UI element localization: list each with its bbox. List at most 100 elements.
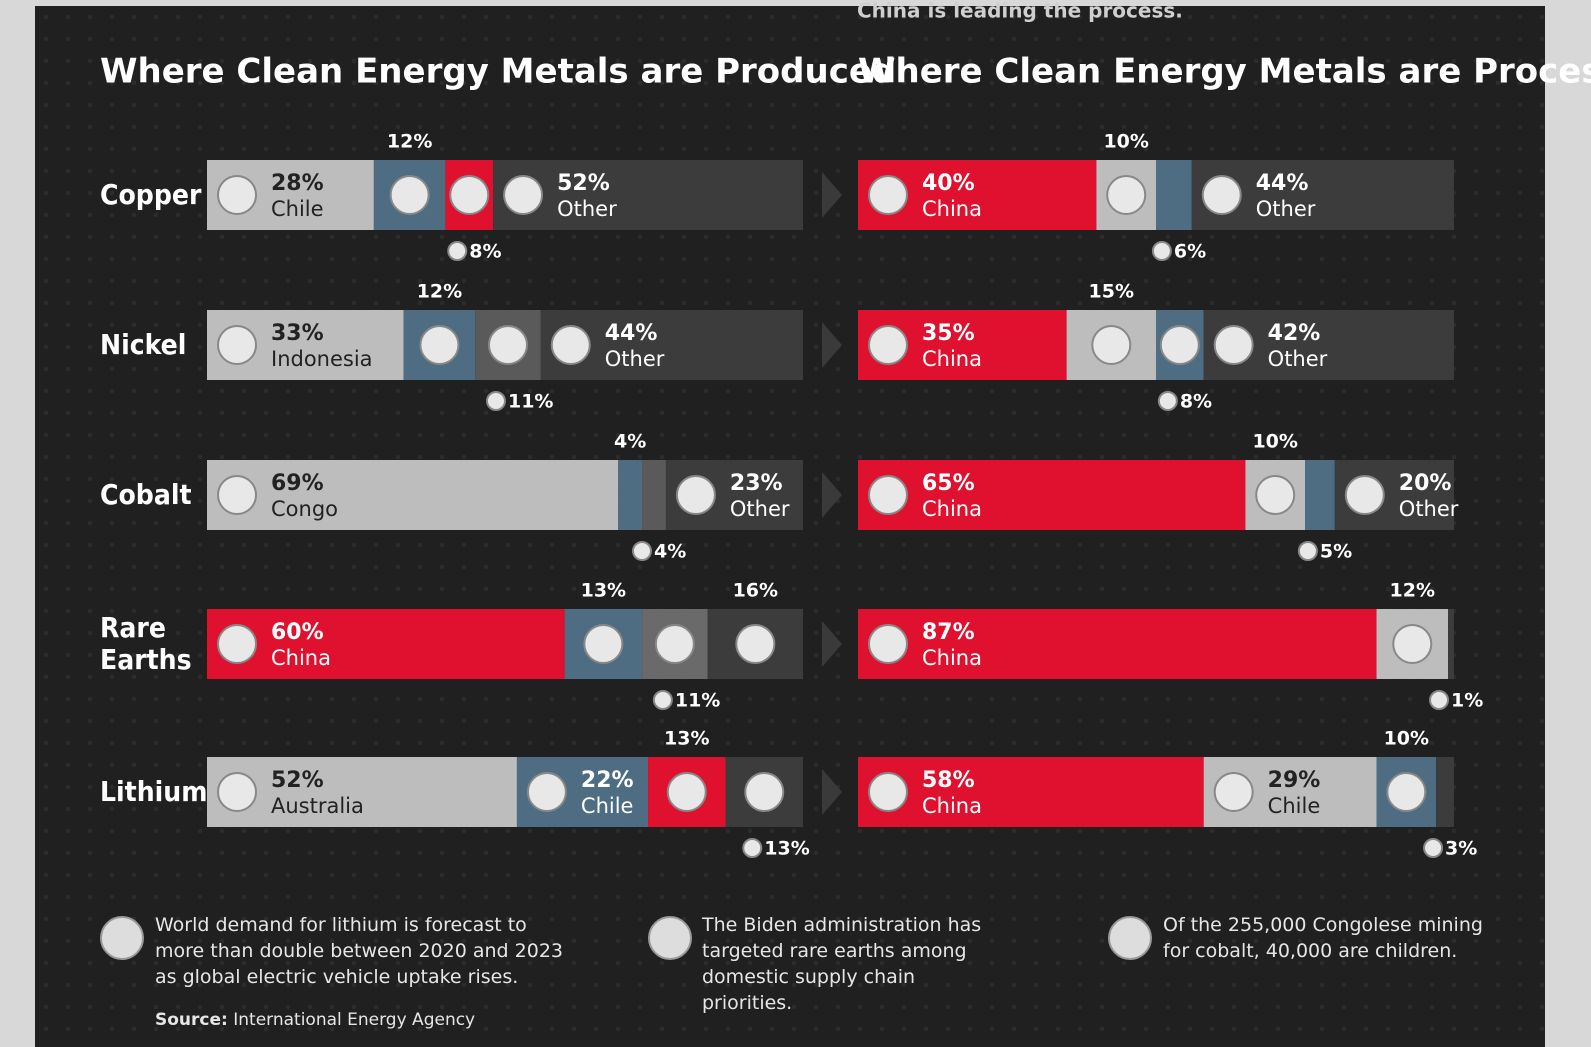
flag-icon xyxy=(868,624,908,664)
arrow xyxy=(822,769,842,815)
flag-icon xyxy=(744,772,785,812)
category-label: Copper xyxy=(100,178,202,211)
flag-icon xyxy=(503,175,544,215)
bar-segment xyxy=(642,460,666,530)
value-label: 22% xyxy=(581,768,634,793)
value-label: 33% xyxy=(271,321,324,346)
flag-icon xyxy=(1386,772,1427,812)
bar-segment xyxy=(1156,160,1192,230)
segment-name: Australia xyxy=(271,794,364,818)
flag-icon xyxy=(1344,475,1385,515)
header-note: China is leading the process. xyxy=(857,0,1183,23)
segment-name: Congo xyxy=(271,497,338,521)
source-label: Source: xyxy=(155,1010,228,1030)
segment-name: Other xyxy=(730,497,790,521)
segment-name: Other xyxy=(1268,347,1328,371)
value-label: 44% xyxy=(1256,171,1309,196)
value-label: 40% xyxy=(922,171,975,196)
flag-icon xyxy=(868,175,908,215)
flag-icon xyxy=(389,175,430,215)
flag-icon xyxy=(1106,175,1147,215)
flag-icon xyxy=(1151,241,1172,261)
value-label: 42% xyxy=(1268,321,1321,346)
flag-icon xyxy=(217,772,257,812)
bar-segment xyxy=(618,460,643,530)
flag-icon xyxy=(217,175,257,215)
arrow xyxy=(822,472,842,518)
segment-name: Chile xyxy=(271,197,324,221)
note-icon xyxy=(648,916,692,960)
source: Source: International Energy Agency xyxy=(155,1010,475,1030)
flag-icon xyxy=(449,175,490,215)
segment-name: China xyxy=(922,497,982,521)
flag-icon xyxy=(1159,325,1200,365)
flag-icon xyxy=(1297,541,1318,561)
value-label: 8% xyxy=(1180,391,1212,413)
flag-icon xyxy=(1201,175,1242,215)
segment-name: Other xyxy=(557,197,617,221)
segment-name: Indonesia xyxy=(271,347,373,371)
arrow xyxy=(822,621,842,667)
bar-segment xyxy=(207,757,517,827)
segment-name: China xyxy=(922,794,982,818)
source-text: International Energy Agency xyxy=(233,1010,476,1030)
value-label: 35% xyxy=(922,321,975,346)
flag-icon xyxy=(550,325,591,365)
note-icon xyxy=(1108,916,1152,960)
value-label: 15% xyxy=(1089,281,1134,303)
bar-segment xyxy=(858,609,1377,679)
value-label: 5% xyxy=(1320,541,1352,563)
value-label: 13% xyxy=(764,838,809,860)
value-label: 11% xyxy=(675,690,720,712)
value-label: 69% xyxy=(271,471,324,496)
bar-segment xyxy=(1436,757,1454,827)
flag-icon xyxy=(868,772,908,812)
note: World demand for lithium is forecast to … xyxy=(155,914,563,988)
value-label: 12% xyxy=(387,131,432,153)
flag-icon xyxy=(487,325,528,365)
chart-title: Where Clean Energy Metals are Produced xyxy=(100,52,896,92)
flag-icon xyxy=(1091,325,1132,365)
bar-segment xyxy=(1305,460,1335,530)
flag-icon xyxy=(654,624,695,664)
value-label: 23% xyxy=(730,471,783,496)
segment-name: China xyxy=(922,646,982,670)
flag-icon xyxy=(583,624,624,664)
segment-name: Chile xyxy=(1268,794,1321,818)
flag-icon xyxy=(485,391,506,411)
value-label: 8% xyxy=(469,241,501,263)
bar-segment xyxy=(858,460,1246,530)
category-label: Cobalt xyxy=(100,478,192,511)
segment-name: Chile xyxy=(581,794,634,818)
flag-icon xyxy=(1213,772,1254,812)
value-label: 4% xyxy=(654,541,686,563)
segment-name: China xyxy=(271,646,331,670)
flag-icon xyxy=(1157,391,1178,411)
flag-icon xyxy=(675,475,716,515)
value-label: 6% xyxy=(1174,241,1206,263)
bar-segment xyxy=(493,160,803,230)
flag-icon xyxy=(1392,624,1433,664)
flag-icon xyxy=(217,475,257,515)
value-label: 52% xyxy=(271,768,324,793)
flag-icon xyxy=(652,690,673,710)
value-label: 3% xyxy=(1445,838,1477,860)
flag-icon xyxy=(1213,325,1254,365)
value-label: 87% xyxy=(922,620,975,645)
note-icon xyxy=(100,916,144,960)
flag-icon xyxy=(1423,838,1444,858)
flag-icon xyxy=(868,325,908,365)
flag-icon xyxy=(447,241,468,261)
category-label: Rare Earths xyxy=(100,611,192,676)
value-label: 29% xyxy=(1268,768,1321,793)
value-label: 16% xyxy=(733,580,778,602)
flag-icon xyxy=(735,624,776,664)
flag-icon xyxy=(742,838,763,858)
value-label: 10% xyxy=(1252,431,1297,453)
category-label: Nickel xyxy=(100,328,187,361)
segment-name: Other xyxy=(605,347,665,371)
arrow xyxy=(822,172,842,218)
flag-icon xyxy=(868,475,908,515)
segment-name: Other xyxy=(1399,497,1459,521)
